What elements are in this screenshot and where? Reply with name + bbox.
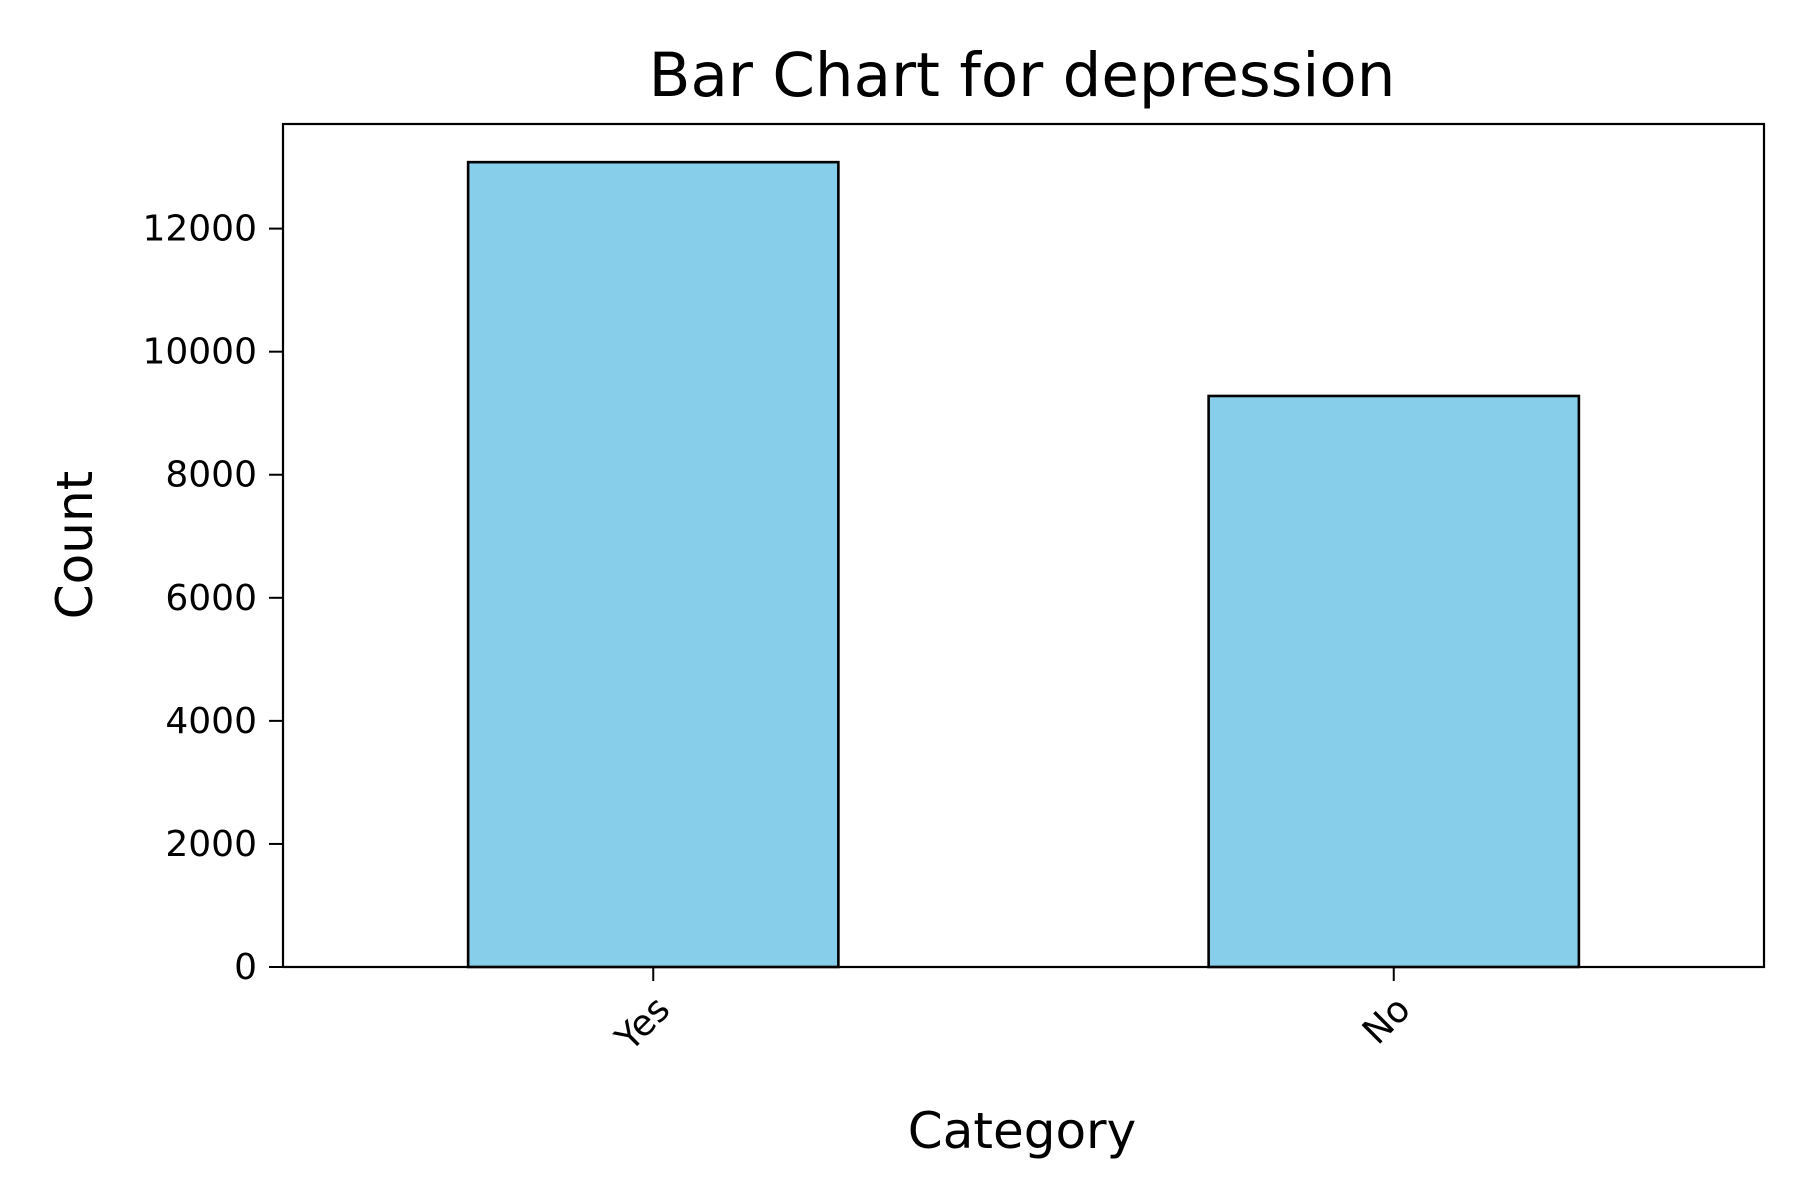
y-tick-label: 4000	[165, 701, 257, 742]
y-tick-label: 8000	[165, 455, 257, 496]
bars-group	[466, 160, 1581, 969]
y-tick-label: 10000	[142, 332, 257, 373]
y-axis: 0 2000 4000 6000 8000 10000 12000	[142, 209, 283, 988]
chart-title: Bar Chart for depression	[649, 40, 1396, 111]
bar-yes	[466, 160, 840, 969]
bar-no	[1207, 394, 1581, 969]
y-axis-label: Count	[46, 471, 104, 620]
plot-frame	[281, 122, 1766, 969]
y-tick-label: 0	[234, 947, 257, 988]
y-tick-label: 6000	[165, 578, 257, 619]
y-tick-label: 12000	[142, 209, 257, 250]
x-axis-label: Category	[908, 1102, 1136, 1160]
y-tick-label: 2000	[165, 824, 257, 865]
